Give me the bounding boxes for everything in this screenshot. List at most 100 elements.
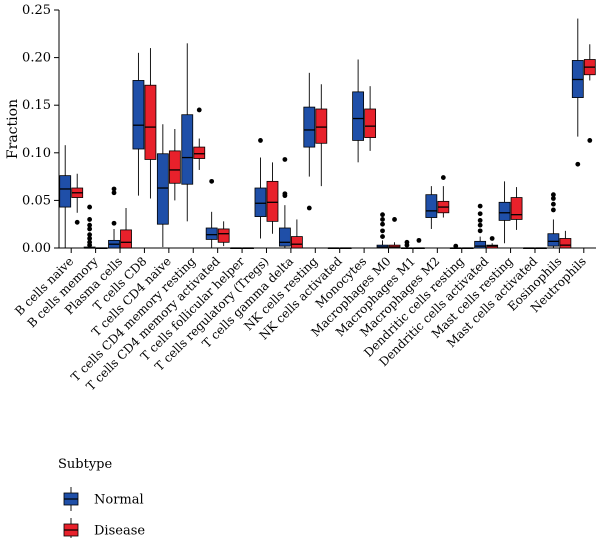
box-iqr	[474, 240, 487, 249]
box-normal	[376, 212, 389, 249]
axes-layer	[58, 10, 596, 249]
y-ticks: 0.00 0.05 0.10 0.15 0.20 0.25	[22, 3, 59, 256]
box-iqr	[193, 146, 206, 159]
box-disease	[364, 86, 377, 151]
box-normal	[132, 52, 145, 196]
box-normal	[523, 247, 535, 250]
box-iqr	[168, 150, 181, 184]
outlier-point	[380, 217, 385, 222]
legend: Subtype Normal Disease	[58, 457, 145, 542]
box-iqr	[352, 91, 365, 141]
box-disease	[413, 237, 425, 250]
y-tick-label: 0.15	[22, 98, 51, 113]
box-disease	[486, 236, 499, 249]
box-normal	[401, 239, 413, 250]
y-tick-label: 0.05	[22, 193, 51, 208]
box-disease	[144, 48, 157, 199]
outlier-point	[380, 228, 385, 234]
legend-key-disease	[63, 518, 79, 542]
outlier-point	[404, 239, 410, 245]
outlier-point	[209, 178, 215, 184]
box-normal	[278, 157, 291, 248]
box-iqr	[132, 80, 145, 150]
outlier-point	[111, 186, 117, 192]
box-disease	[95, 247, 108, 250]
outlier-point	[416, 237, 422, 243]
box-iqr	[181, 114, 194, 185]
outlier-point	[380, 212, 385, 218]
box-normal	[181, 43, 194, 222]
outlier-point	[111, 220, 117, 226]
box-iqr	[278, 227, 291, 247]
box-normal	[498, 181, 511, 244]
box-iqr	[498, 201, 511, 221]
box-disease	[242, 247, 254, 250]
outlier-point	[392, 217, 397, 222]
outlier-point	[477, 203, 483, 209]
box-iqr	[559, 238, 572, 249]
box-normal	[474, 203, 487, 249]
outlier-point	[87, 222, 93, 228]
box-disease	[388, 217, 401, 249]
outlier-point	[87, 226, 93, 232]
box-normal	[303, 72, 316, 211]
box-disease	[266, 162, 279, 234]
box-normal	[327, 247, 340, 250]
box-iqr	[217, 228, 230, 243]
outlier-point	[587, 138, 593, 143]
outlier-point	[550, 201, 556, 207]
y-tick-label: 0.00	[22, 241, 51, 256]
outlier-point	[489, 236, 495, 241]
box-iqr	[59, 175, 72, 208]
legend-label-disease: Disease	[94, 524, 145, 539]
box-disease	[535, 247, 547, 250]
box-iqr	[315, 108, 328, 144]
outlier-point	[258, 138, 263, 143]
y-tick-label: 0.10	[22, 146, 51, 161]
box-iqr	[156, 153, 169, 225]
box-normal	[83, 204, 96, 249]
outlier-point	[380, 221, 385, 227]
outlier-point	[87, 239, 93, 245]
outlier-point	[87, 236, 93, 241]
outlier-point	[380, 234, 385, 239]
box-iqr	[364, 108, 377, 138]
box-disease	[461, 247, 474, 250]
outlier-point	[282, 157, 288, 162]
box-normal	[156, 124, 169, 248]
outlier-point	[87, 217, 93, 222]
box-normal	[59, 145, 72, 248]
outlier-point	[477, 222, 483, 228]
box-iqr	[290, 236, 303, 249]
box-disease	[71, 173, 84, 225]
boxes-layer	[59, 18, 596, 250]
outlier-point	[74, 219, 80, 225]
box-normal	[230, 247, 242, 250]
box-disease	[217, 221, 230, 247]
legend-title: Subtype	[58, 457, 112, 472]
outlier-point	[477, 228, 483, 234]
box-normal	[425, 186, 438, 229]
box-disease	[290, 219, 303, 249]
box-disease	[583, 44, 596, 143]
box-normal	[205, 178, 218, 248]
box-iqr	[303, 106, 316, 148]
outlier-point	[440, 175, 446, 180]
y-tick-label: 0.20	[22, 51, 51, 66]
box-disease	[168, 129, 181, 201]
box-normal	[449, 243, 462, 250]
box-iqr	[510, 197, 523, 220]
outlier-point	[477, 217, 483, 223]
outlier-point	[550, 192, 556, 198]
box-disease	[120, 208, 132, 249]
box-disease	[559, 230, 572, 249]
box-normal	[108, 186, 120, 249]
outlier-point	[111, 190, 117, 196]
outlier-point	[196, 107, 202, 113]
outlier-point	[87, 232, 93, 238]
box-normal	[571, 18, 584, 167]
outlier-point	[87, 204, 93, 210]
